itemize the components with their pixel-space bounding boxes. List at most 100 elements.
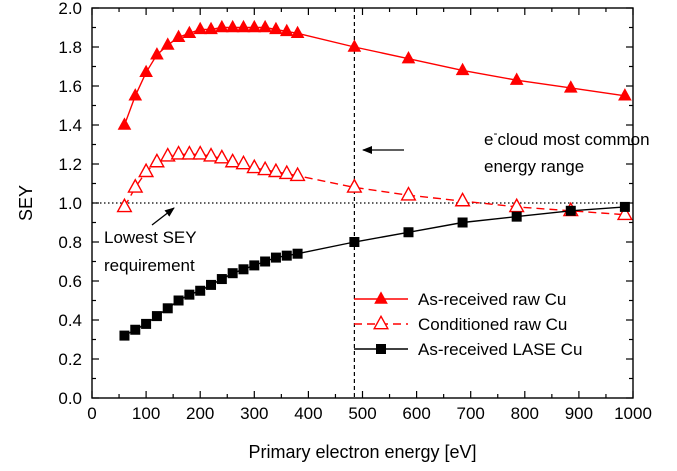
annotation-lowest-sey-line2: requirement xyxy=(104,256,195,275)
series-2 xyxy=(116,145,633,221)
data-point xyxy=(225,19,240,33)
data-point xyxy=(563,80,578,93)
data-point xyxy=(616,205,633,221)
data-point xyxy=(269,21,283,35)
y-tick-label: 1.4 xyxy=(58,116,82,135)
annotation-e-symbol: e xyxy=(484,130,493,149)
data-point xyxy=(159,147,176,162)
y-tick-label: 1.6 xyxy=(58,77,82,96)
data-point xyxy=(171,29,186,42)
data-point xyxy=(227,268,238,279)
data-point xyxy=(246,158,263,174)
data-point xyxy=(347,39,362,52)
annotation-ecloud-line1: e-cloud most common xyxy=(484,126,650,149)
data-point xyxy=(195,285,206,296)
x-tick-label: 500 xyxy=(348,404,376,423)
data-point xyxy=(279,23,294,37)
data-point xyxy=(117,117,132,130)
y-tick-label: 1.8 xyxy=(58,38,82,57)
x-tick-label: 0 xyxy=(87,404,96,423)
data-point xyxy=(215,19,229,33)
data-point xyxy=(138,162,155,178)
data-point xyxy=(290,25,305,39)
data-point xyxy=(454,191,471,207)
data-point xyxy=(204,21,218,35)
y-tick-label: 1.0 xyxy=(58,194,82,213)
data-point xyxy=(236,19,251,33)
legend-marker xyxy=(376,344,386,354)
data-point xyxy=(192,145,209,160)
series-3 xyxy=(119,201,630,341)
data-point xyxy=(235,154,252,170)
data-point xyxy=(258,19,272,33)
data-point xyxy=(247,19,262,33)
data-point xyxy=(401,51,416,64)
annotation-arrow-lowest-sey xyxy=(151,207,175,226)
data-point xyxy=(150,47,164,60)
x-tick-label: 700 xyxy=(457,404,485,423)
data-point xyxy=(238,264,249,275)
legend-label: As-received LASE Cu xyxy=(418,340,582,359)
legend-label: Conditioned raw Cu xyxy=(418,315,567,334)
data-point xyxy=(182,25,197,39)
y-tick-label: 0.2 xyxy=(58,350,82,369)
y-axis-label: SEY xyxy=(16,185,36,221)
data-point xyxy=(289,166,306,182)
y-tick-label: 1.2 xyxy=(58,155,82,174)
data-point xyxy=(203,147,220,162)
data-point xyxy=(130,324,141,335)
annotation-ecloud-line2: energy range xyxy=(484,157,584,176)
series-line xyxy=(123,26,626,126)
y-tick-label: 0.8 xyxy=(58,233,82,252)
data-point xyxy=(270,252,281,263)
data-point xyxy=(160,37,175,50)
data-point xyxy=(618,88,632,101)
x-tick-label: 800 xyxy=(511,404,539,423)
y-tick-label: 0.0 xyxy=(58,389,82,408)
data-point xyxy=(403,227,414,238)
data-point xyxy=(281,250,292,261)
data-point xyxy=(213,149,230,164)
annotation-ecloud-text: cloud most common xyxy=(497,130,649,149)
data-point xyxy=(260,256,271,267)
data-point xyxy=(139,64,153,78)
data-point xyxy=(509,72,524,85)
legend-marker xyxy=(374,291,388,304)
data-point xyxy=(162,303,173,314)
data-point xyxy=(127,178,144,193)
data-point xyxy=(173,295,184,306)
legend-label: As-received raw Cu xyxy=(418,290,566,309)
data-point xyxy=(170,145,187,160)
legend: As-received raw Cu Conditioned raw Cu As-r… xyxy=(354,290,582,359)
data-point xyxy=(267,162,284,178)
annotation-superscript: - xyxy=(493,126,497,140)
data-point xyxy=(141,318,152,329)
x-tick-label: 900 xyxy=(565,404,593,423)
data-point xyxy=(216,274,227,285)
x-tick-label: 300 xyxy=(240,404,268,423)
x-tick-label: 100 xyxy=(132,404,160,423)
reference-lines xyxy=(92,8,633,398)
x-tick-label: 600 xyxy=(402,404,430,423)
series-layer xyxy=(116,19,633,341)
annotations: e-cloud most common energy range Lowest SE… xyxy=(104,126,650,275)
data-point xyxy=(457,217,468,228)
data-point xyxy=(249,260,260,271)
annotation-lowest-sey-line1: Lowest SEY xyxy=(104,228,197,247)
data-point xyxy=(224,152,241,168)
legend-item-2: Conditioned raw Cu xyxy=(354,314,567,334)
y-tick-label: 0.4 xyxy=(58,311,82,330)
data-point xyxy=(116,197,133,213)
y-tick-label: 2.0 xyxy=(58,0,82,18)
legend-marker xyxy=(372,314,390,330)
data-point xyxy=(151,311,162,322)
x-tick-label: 200 xyxy=(186,404,214,423)
series-1 xyxy=(117,19,632,130)
data-point xyxy=(128,88,143,101)
data-point xyxy=(511,211,522,222)
x-tick-label: 1000 xyxy=(614,404,652,423)
data-point xyxy=(206,279,217,290)
data-point xyxy=(278,164,295,180)
data-point xyxy=(619,201,630,212)
